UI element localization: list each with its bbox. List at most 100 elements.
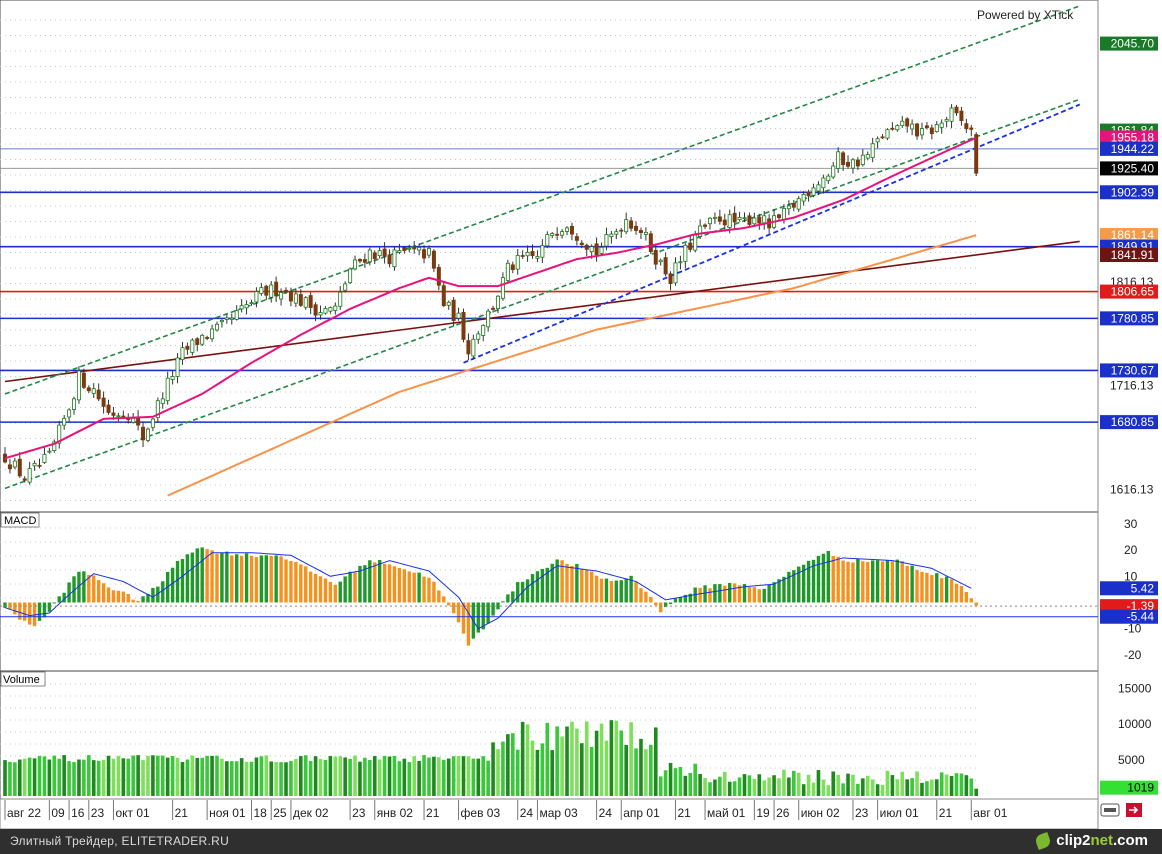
candle-body — [170, 376, 175, 380]
macd-bar — [895, 559, 900, 603]
volume-bar — [136, 755, 140, 796]
macd-bar — [333, 584, 338, 603]
candle-body — [855, 159, 860, 167]
volume-bar — [323, 760, 328, 796]
macd-bar — [831, 555, 835, 603]
candle-body — [52, 441, 57, 451]
macd-bar — [427, 577, 431, 603]
macd-bar — [126, 594, 130, 603]
candle-body — [318, 312, 323, 316]
volume-bar — [954, 773, 959, 796]
volume-bar — [762, 780, 767, 796]
volume-bar — [417, 760, 421, 796]
time-axis-label: 24 — [599, 806, 613, 820]
macd-bar — [624, 578, 628, 603]
footer-brand[interactable]: clip2net.com — [1056, 832, 1148, 849]
volume-bar — [412, 756, 416, 796]
time-axis-label: 16 — [71, 806, 85, 820]
candle-body — [155, 400, 160, 419]
macd-bar — [732, 583, 737, 603]
volume-bar — [589, 746, 594, 796]
macd-bar — [718, 584, 722, 603]
time-axis-label: 25 — [273, 806, 287, 820]
volume-bar — [885, 770, 890, 796]
macd-bar — [787, 571, 791, 603]
time-axis-label: май 01 — [707, 806, 746, 820]
volume-bar — [787, 777, 791, 796]
volume-bar — [870, 779, 875, 796]
candle-body — [116, 415, 121, 418]
macd-bar — [215, 553, 219, 603]
candle-body — [106, 404, 111, 413]
candle-body — [328, 307, 333, 312]
candle-body — [81, 372, 86, 388]
candle-body — [165, 377, 170, 402]
macd-tag: 5.42 — [1131, 581, 1155, 595]
macd-bar — [3, 602, 7, 608]
macd-signal-line — [4, 552, 972, 630]
candle-body — [67, 409, 72, 418]
volume-bar — [821, 779, 826, 796]
volume-bar — [520, 721, 525, 796]
volume-bar — [565, 726, 569, 796]
volume-bar — [234, 761, 239, 796]
macd-bar — [220, 552, 224, 603]
macd-bar — [752, 587, 757, 603]
volume-bar — [629, 722, 633, 796]
macd-bar — [530, 574, 535, 603]
candle-body — [565, 227, 570, 232]
volume-bar — [466, 756, 471, 796]
candle-body — [722, 219, 727, 226]
macd-bar — [18, 602, 22, 620]
candle-body — [589, 246, 594, 253]
candle-body — [850, 159, 855, 169]
volume-bar — [42, 756, 47, 796]
candle-body — [313, 304, 318, 316]
macd-bar — [506, 594, 510, 603]
price-tag: 1806.65 — [1111, 285, 1155, 299]
macd-bar — [954, 583, 959, 603]
candle-body — [890, 127, 895, 130]
macd-bar — [915, 569, 919, 603]
candle-body — [555, 233, 560, 236]
volume-bar — [801, 784, 806, 796]
candle-body — [461, 311, 466, 340]
footer-text: Элитный Трейдер, ELITETRADER.RU — [10, 834, 230, 848]
time-axis-label: янв 02 — [377, 806, 414, 820]
candle-body — [707, 217, 712, 225]
candle-body — [42, 453, 47, 463]
volume-bar — [816, 770, 821, 796]
macd-bar — [723, 585, 727, 603]
volume-bar — [673, 768, 678, 796]
volume-bar — [205, 755, 209, 796]
macd-bar — [910, 565, 914, 603]
price-tag-box — [1100, 284, 1158, 299]
macd-bar — [649, 596, 653, 603]
candle-body — [535, 256, 540, 259]
volume-bar — [382, 755, 387, 796]
macd-axis-tick: -20 — [1124, 648, 1142, 662]
candle-body — [426, 247, 431, 256]
macd-bar — [501, 601, 505, 603]
fast-moving-average — [4, 136, 977, 460]
macd-bar — [737, 585, 742, 603]
macd-bar — [792, 570, 796, 603]
volume-bar — [106, 755, 111, 796]
macd-bar — [447, 602, 451, 606]
candle-body — [757, 216, 762, 224]
macd-bar — [880, 561, 885, 603]
candle-body — [737, 217, 742, 221]
macd-bar — [570, 566, 574, 603]
volume-bar — [111, 758, 116, 796]
macd-bar — [200, 547, 204, 603]
macd-bar — [121, 591, 126, 603]
volume-bar — [308, 760, 313, 796]
volume-bar — [249, 761, 254, 796]
macd-bar — [801, 564, 806, 603]
macd-bar — [279, 556, 283, 603]
volume-bar — [599, 723, 604, 796]
candle-body — [969, 127, 974, 130]
volume-bar — [959, 773, 964, 796]
candle-body — [441, 285, 446, 307]
volume-bar — [47, 759, 52, 796]
